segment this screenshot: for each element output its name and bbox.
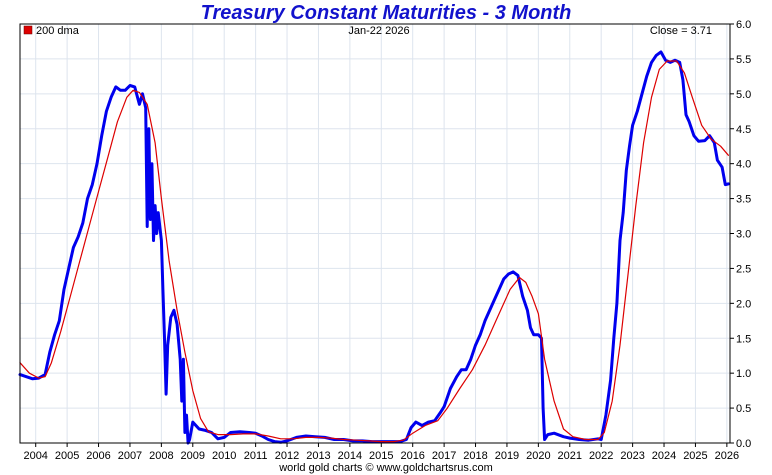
close-label: Close = 3.71: [650, 25, 712, 37]
y-tick-label: 0.5: [736, 403, 751, 415]
series-line-200-dma: [19, 60, 729, 443]
x-tick-label: 2013: [306, 450, 330, 462]
x-tick-label: 2015: [369, 450, 393, 462]
chart-footer: world gold charts © www.goldchartsrus.co…: [279, 462, 493, 474]
x-tick-label: 2011: [244, 450, 268, 462]
y-tick-label: 1.0: [736, 368, 751, 380]
x-tick-label: 2020: [526, 450, 550, 462]
y-tick-label: 6.0: [736, 19, 751, 31]
x-tick-label: 2014: [338, 450, 362, 462]
y-axis-ticks: 0.0 0.5 1.0 1.5 2.0 2.5 3.0 3.5 4.0 4.5 5.0 5.5 6.0: [730, 19, 751, 450]
x-tick-label: 2022: [589, 450, 613, 462]
x-tick-label: 2021: [558, 450, 582, 462]
x-tick-label: 2008: [149, 450, 173, 462]
y-tick-label: 0.0: [736, 438, 751, 450]
y-tick-label: 5.0: [736, 89, 751, 101]
y-tick-label: 1.5: [736, 333, 751, 345]
x-tick-label: 2019: [495, 450, 519, 462]
chart-title: Treasury Constant Maturities - 3 Month: [200, 2, 572, 24]
y-tick-label: 4.0: [736, 159, 751, 171]
y-tick-label: 3.5: [736, 194, 751, 206]
x-tick-label: 2023: [620, 450, 644, 462]
x-tick-label: 2017: [432, 450, 456, 462]
series-lines: [18, 50, 730, 445]
y-tick-label: 5.5: [736, 54, 751, 66]
plot-frame: [19, 23, 731, 444]
x-tick-label: 2024: [652, 450, 676, 462]
y-tick-label: 2.0: [736, 298, 751, 310]
x-tick-label: 2004: [23, 450, 47, 462]
y-tick-label: 3.0: [736, 229, 751, 241]
x-tick-label: 2025: [683, 450, 707, 462]
date-label: Jan-22 2026: [348, 25, 409, 37]
x-tick-label: 2009: [181, 450, 205, 462]
x-tick-label: 2006: [86, 450, 110, 462]
x-tick-label: 2016: [400, 450, 424, 462]
x-tick-label: 2010: [212, 450, 236, 462]
legend-label-200dma: 200 dma: [36, 25, 80, 37]
y-tick-label: 2.5: [736, 263, 751, 275]
x-tick-label: 2012: [275, 450, 299, 462]
x-tick-label: 2007: [118, 450, 142, 462]
y-tick-label: 4.5: [736, 124, 751, 136]
x-tick-label: 2026: [715, 450, 739, 462]
legend-swatch-200dma: [23, 25, 33, 35]
x-tick-label: 2018: [463, 450, 487, 462]
x-tick-label: 2005: [55, 450, 79, 462]
x-axis-ticks: 2004 2005 2006 2007 2008 2009 2010 2011 2012 2013…: [23, 443, 739, 462]
